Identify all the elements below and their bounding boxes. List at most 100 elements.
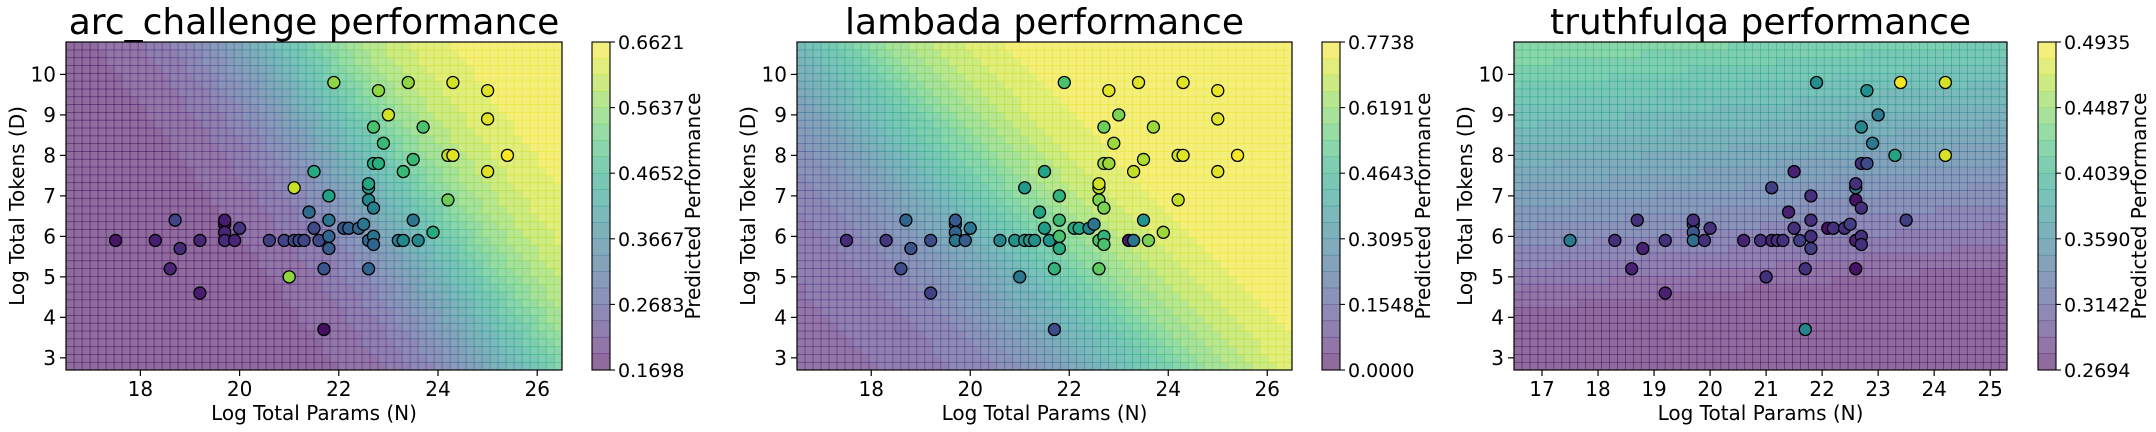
contour-cell [73, 182, 83, 191]
contour-cell [996, 346, 1006, 355]
contour-cell [73, 338, 83, 348]
contour-cell [852, 49, 862, 59]
contour-cell [497, 338, 507, 348]
contour-cell [473, 182, 483, 191]
contour-cell [1124, 190, 1133, 199]
contour-cell [900, 143, 910, 152]
contour-cell [153, 221, 163, 230]
contour-cell [844, 65, 854, 74]
contour-cell [66, 322, 75, 332]
contour-cell [441, 338, 451, 348]
contour-cell [137, 291, 147, 301]
contour-cell [860, 322, 870, 332]
contour-cell [797, 80, 806, 90]
contour-cell [1163, 96, 1173, 105]
contour-cell [932, 291, 942, 301]
contour-cell [1060, 65, 1069, 74]
contour-cell [145, 322, 155, 332]
contour-cell [1132, 111, 1141, 121]
contour-cell [249, 330, 259, 340]
contour-cell [345, 315, 355, 324]
contour-cell [265, 252, 275, 262]
contour-cell [1195, 72, 1205, 82]
contour-cell [73, 244, 83, 254]
contour-cell [820, 65, 830, 74]
contour-cell [1147, 260, 1157, 269]
contour-cell [505, 158, 515, 168]
contour-cell [105, 361, 115, 370]
contour-cell [273, 307, 283, 316]
contour-cell [1195, 260, 1205, 269]
contour-cell [1060, 291, 1069, 301]
data-point [108, 233, 123, 248]
contour-cell [1187, 104, 1197, 113]
contour-cell [201, 143, 211, 152]
contour-cell [481, 244, 491, 254]
contour-cell [113, 80, 123, 90]
contour-cell [797, 143, 806, 152]
contour-cell [473, 322, 483, 332]
contour-cell [972, 299, 982, 309]
contour-cell [812, 65, 822, 74]
contour-cell [1211, 72, 1221, 82]
contour-cell [113, 151, 123, 160]
contour-cell [908, 127, 918, 137]
contour-cell [860, 252, 870, 262]
contour-cell [892, 65, 902, 74]
contour-cell [249, 346, 259, 355]
contour-cell [1124, 96, 1133, 105]
contour-cell [153, 143, 163, 152]
contour-cell [1036, 346, 1045, 355]
contour-cell [249, 291, 259, 301]
contour-cell [297, 197, 307, 207]
contour-cell [473, 190, 483, 199]
contour-cell [1179, 42, 1189, 51]
contour-cell [505, 283, 515, 293]
contour-cell [932, 166, 942, 176]
contour-cell [249, 143, 259, 152]
contour-cell [545, 80, 555, 90]
contour-cell [1004, 330, 1014, 340]
contour-cell [1219, 252, 1229, 262]
contour-cell [113, 197, 123, 207]
contour-cell [385, 135, 395, 145]
contour-cell [353, 330, 363, 340]
contour-cell [329, 307, 339, 316]
contour-cell [121, 96, 131, 105]
contour-cell [1036, 275, 1045, 285]
contour-cell [329, 291, 339, 301]
contour-cell [988, 151, 998, 160]
contour-cell [505, 205, 515, 215]
contour-cell [1100, 96, 1109, 105]
contour-cell [465, 244, 475, 254]
contour-cell [193, 127, 203, 137]
contour-cell [369, 42, 379, 51]
contour-cell [1060, 283, 1069, 293]
contour-cell [1140, 338, 1149, 348]
contour-cell [305, 291, 315, 301]
contour-cell [1028, 135, 1038, 145]
contour-cell [393, 49, 403, 59]
y-tick-label: 4 [43, 305, 56, 329]
contour-cell [353, 158, 363, 168]
contour-cell [1155, 291, 1165, 301]
contour-cell [257, 190, 267, 199]
contour-cell [513, 96, 523, 105]
contour-cell [217, 244, 227, 254]
contour-cell [1140, 260, 1149, 269]
contour-cell [868, 57, 878, 66]
data-point [163, 262, 177, 276]
contour-cell [876, 158, 886, 168]
contour-cell [321, 166, 331, 176]
contour-cell [892, 182, 902, 191]
contour-cell [892, 42, 902, 51]
contour-cell [1163, 361, 1173, 370]
contour-cell [449, 268, 459, 277]
contour-cell [553, 291, 562, 301]
contour-cell [161, 354, 171, 363]
contour-cell [1068, 307, 1077, 316]
contour-cell [836, 213, 846, 223]
contour-cell [409, 315, 419, 324]
contour-cell [297, 244, 307, 254]
contour-cell [297, 322, 307, 332]
